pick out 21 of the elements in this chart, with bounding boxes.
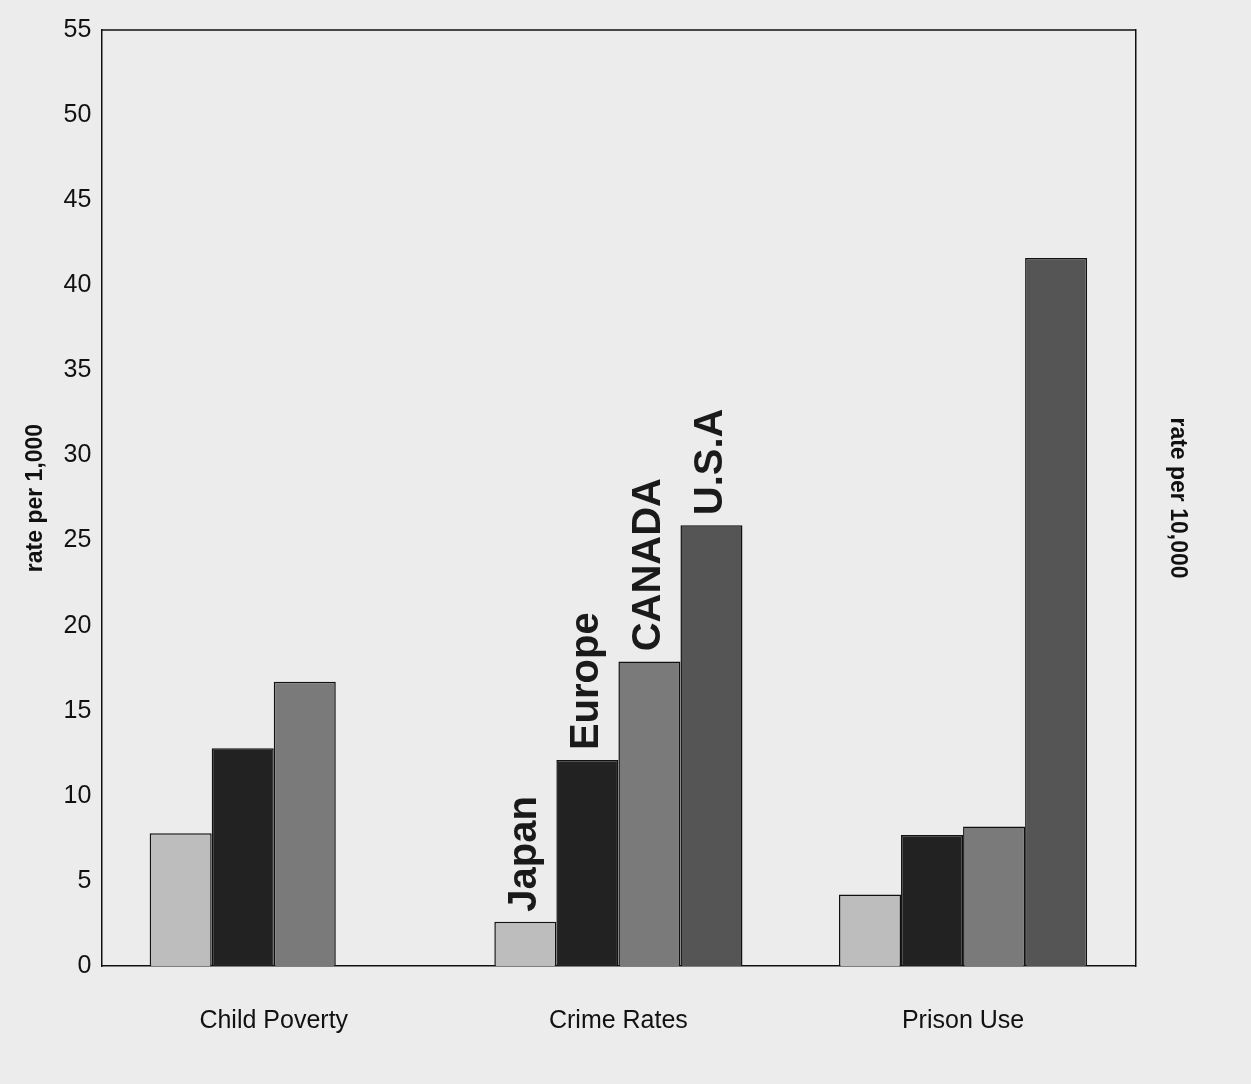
- y-tick-label: 40: [63, 269, 92, 298]
- text: CANADA: [624, 478, 669, 652]
- text: Europe: [562, 612, 607, 751]
- y-tick-label: 45: [63, 184, 92, 213]
- y-tick-label: 25: [63, 524, 92, 553]
- x-tick-label: Prison Use: [901, 1004, 1025, 1033]
- y-axis-title: rate per 1,000: [21, 423, 48, 573]
- y-tick-label: 55: [63, 13, 92, 42]
- x-tick-label: Crime Rates: [548, 1004, 688, 1033]
- text: Japan: [500, 796, 545, 912]
- y-tick-label: 10: [63, 779, 92, 808]
- y-tick-label: 15: [63, 694, 92, 723]
- y-tick-label: 20: [63, 609, 92, 638]
- y-tick-label: 50: [63, 98, 92, 127]
- y-tick-label: 35: [63, 354, 92, 383]
- y-tick-label: 0: [77, 949, 92, 978]
- y-tick-label: 5: [77, 864, 92, 893]
- text: U.S.A: [686, 408, 731, 516]
- y2-axis-title: rate per 10,000: [1165, 417, 1192, 579]
- x-tick-label: Child Poverty: [199, 1004, 349, 1033]
- y-tick-label: 30: [63, 439, 92, 468]
